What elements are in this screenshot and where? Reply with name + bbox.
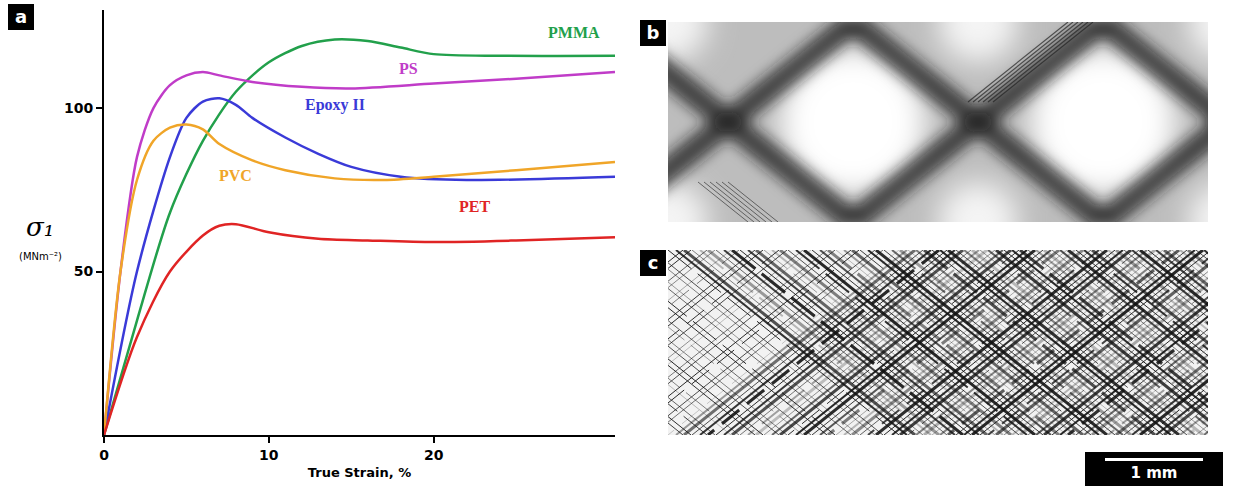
html-text:a: a <box>14 6 28 27</box>
svg-text:True Strain, %: True Strain, % <box>308 465 411 480</box>
svg-text:PET: PET <box>459 198 490 215</box>
svg-text:Epoxy II: Epoxy II <box>305 96 365 114</box>
svg-text:0: 0 <box>99 447 109 463</box>
html-text:1 mm: 1 mm <box>1130 464 1178 482</box>
svg-text:PS: PS <box>399 60 418 77</box>
svg-text:σ₁: σ₁ <box>26 212 54 242</box>
svg-text:PVC: PVC <box>219 167 252 184</box>
svg-text:PMMA: PMMA <box>548 24 600 41</box>
svg-text:20: 20 <box>424 447 444 463</box>
svg-text:10: 10 <box>259 447 279 463</box>
svg-text:100: 100 <box>64 100 93 116</box>
html-text:c: c <box>647 252 659 273</box>
svg-text:50: 50 <box>74 263 94 279</box>
svg-text:(MNm⁻²): (MNm⁻²) <box>19 251 62 262</box>
html-text:b: b <box>646 22 660 43</box>
